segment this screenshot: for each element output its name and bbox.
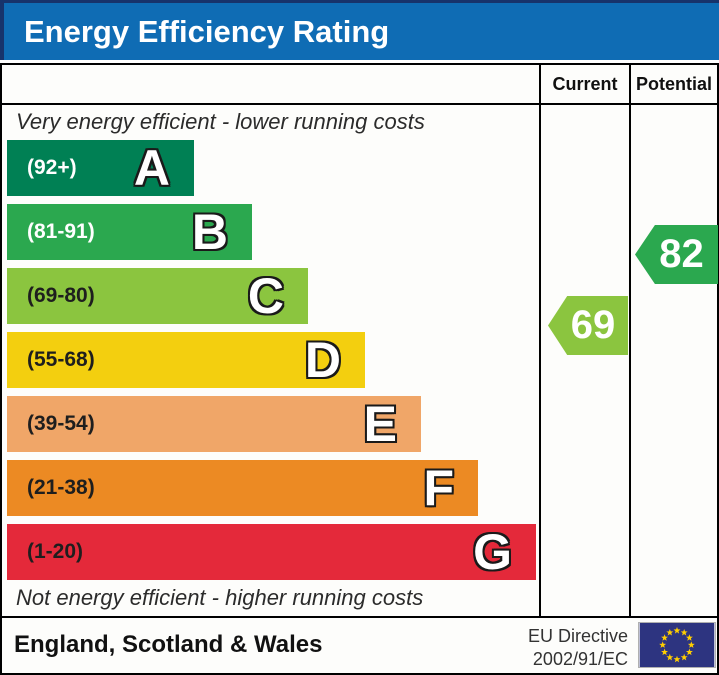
column-divider-potential (629, 63, 631, 618)
eu-directive-line1: EU Directive (527, 626, 628, 646)
band-c-letter: C (247, 268, 284, 324)
footer-region-label: England, Scotland & Wales (14, 631, 323, 658)
band-d-letter: D (304, 332, 341, 388)
band-f-letter: F (423, 460, 454, 516)
page-title: Energy Efficiency Rating (24, 13, 390, 49)
band-b: (81-91) B (7, 204, 252, 260)
band-e-range: (39-54) (27, 412, 95, 435)
band-d-range: (55-68) (27, 348, 95, 371)
band-e-letter: E (363, 396, 397, 452)
current-rating-badge: 69 (548, 296, 628, 355)
band-g-letter: G (473, 524, 512, 580)
band-a-range: (92+) (27, 156, 77, 179)
caption-not-efficient: Not energy efficient - higher running co… (16, 585, 424, 610)
chart-bottom-separator (0, 616, 719, 618)
band-g-range: (1-20) (27, 540, 84, 563)
column-header-potential: Potential (635, 73, 712, 94)
eu-directive-text: EU Directive 2002/91/EC (440, 625, 628, 671)
band-c-range: (69-80) (27, 284, 95, 307)
band-d: (55-68) D (7, 332, 365, 388)
header-separator (0, 103, 719, 105)
eu-flag-icon (638, 622, 716, 668)
eu-directive-line2: 2002/91/EC (532, 649, 628, 669)
band-c: (69-80) C (7, 268, 308, 324)
band-a: (92+) A (7, 140, 194, 196)
potential-rating-badge: 82 (635, 225, 718, 284)
band-f-range: (21-38) (27, 476, 95, 499)
title-bar: Energy Efficiency Rating (0, 0, 719, 60)
band-b-range: (81-91) (27, 220, 95, 243)
column-header-current: Current (552, 73, 618, 94)
band-f: (21-38) F (7, 460, 478, 516)
band-b-letter: B (191, 204, 228, 260)
caption-very-efficient: Very energy efficient - lower running co… (16, 109, 425, 134)
band-a-letter: A (133, 140, 170, 196)
band-e: (39-54) E (7, 396, 421, 452)
potential-rating-value: 82 (659, 232, 704, 276)
column-divider-current (539, 63, 541, 618)
band-g: (1-20) G (7, 524, 536, 580)
current-rating-value: 69 (570, 303, 616, 347)
